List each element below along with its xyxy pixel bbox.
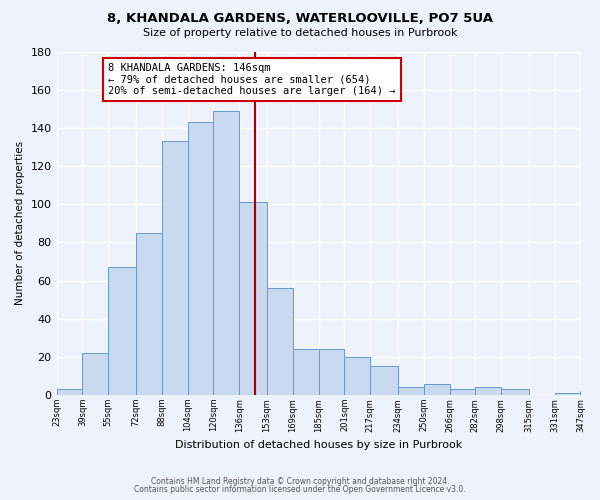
Bar bbox=[108, 267, 136, 395]
Bar bbox=[580, 391, 600, 395]
Text: Contains public sector information licensed under the Open Government Licence v3: Contains public sector information licen… bbox=[134, 485, 466, 494]
Bar bbox=[214, 110, 239, 395]
Text: 8, KHANDALA GARDENS, WATERLOOVILLE, PO7 5UA: 8, KHANDALA GARDENS, WATERLOOVILLE, PO7 … bbox=[107, 12, 493, 26]
Bar bbox=[319, 349, 344, 395]
Text: Contains HM Land Registry data © Crown copyright and database right 2024.: Contains HM Land Registry data © Crown c… bbox=[151, 477, 449, 486]
Bar bbox=[56, 390, 82, 395]
Y-axis label: Number of detached properties: Number of detached properties bbox=[15, 141, 25, 306]
X-axis label: Distribution of detached houses by size in Purbrook: Distribution of detached houses by size … bbox=[175, 440, 462, 450]
Text: Size of property relative to detached houses in Purbrook: Size of property relative to detached ho… bbox=[143, 28, 457, 38]
Text: 8 KHANDALA GARDENS: 146sqm
← 79% of detached houses are smaller (654)
20% of sem: 8 KHANDALA GARDENS: 146sqm ← 79% of deta… bbox=[108, 63, 396, 96]
Bar bbox=[370, 366, 398, 395]
Bar bbox=[136, 233, 161, 395]
Bar bbox=[344, 357, 370, 395]
Bar bbox=[449, 390, 475, 395]
Bar bbox=[239, 202, 267, 395]
Bar bbox=[267, 288, 293, 395]
Bar bbox=[554, 393, 580, 395]
Bar bbox=[82, 353, 108, 395]
Bar bbox=[161, 141, 188, 395]
Bar bbox=[424, 384, 449, 395]
Bar bbox=[398, 388, 424, 395]
Bar bbox=[293, 349, 319, 395]
Bar bbox=[475, 388, 501, 395]
Bar bbox=[188, 122, 214, 395]
Bar bbox=[501, 390, 529, 395]
